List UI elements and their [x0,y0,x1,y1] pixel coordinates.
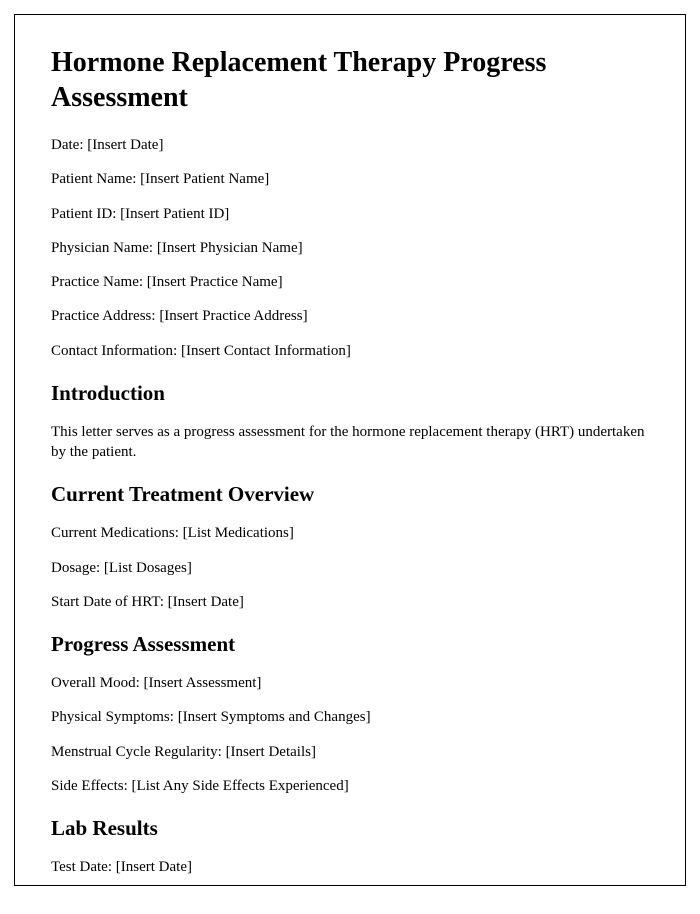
field-value: [Insert Physician Name] [157,240,303,256]
field-value: [Insert Date] [116,859,192,875]
field-practice-name: Practice Name: [Insert Practice Name] [51,272,649,292]
field-label: Side Effects [51,778,124,794]
section-heading-progress: Progress Assessment [51,632,649,657]
field-menstrual-cycle: Menstrual Cycle Regularity: [Insert Deta… [51,742,649,762]
field-physical-symptoms: Physical Symptoms: [Insert Symptoms and … [51,707,649,727]
field-label: Patient ID [51,206,112,222]
field-value: [List Medications] [183,525,294,541]
section-heading-treatment: Current Treatment Overview [51,482,649,507]
field-current-medications: Current Medications: [List Medications] [51,523,649,543]
field-label: Test Date [51,859,108,875]
field-value: [List Any Side Effects Experienced] [132,778,349,794]
field-patient-name: Patient Name: [Insert Patient Name] [51,169,649,189]
field-value: [Insert Symptoms and Changes] [178,709,371,725]
field-contact-info: Contact Information: [Insert Contact Inf… [51,341,649,361]
field-dosage: Dosage: [List Dosages] [51,558,649,578]
field-value: [Insert Details] [226,744,316,760]
introduction-body: This letter serves as a progress assessm… [51,422,649,463]
field-value: [Insert Assessment] [144,675,262,691]
field-label: Practice Name [51,274,139,290]
field-label: Overall Mood [51,675,136,691]
field-label: Contact Information [51,343,173,359]
field-practice-address: Practice Address: [Insert Practice Addre… [51,306,649,326]
field-label: Start Date of HRT [51,594,160,610]
field-test-date: Test Date: [Insert Date] [51,857,649,877]
field-label: Physician Name [51,240,149,256]
field-overall-mood: Overall Mood: [Insert Assessment] [51,673,649,693]
section-heading-lab: Lab Results [51,816,649,841]
field-patient-id: Patient ID: [Insert Patient ID] [51,204,649,224]
field-value: [Insert Contact Information] [181,343,351,359]
section-heading-introduction: Introduction [51,381,649,406]
field-value: [Insert Practice Address] [159,308,307,324]
field-label: Patient Name [51,171,132,187]
field-physician-name: Physician Name: [Insert Physician Name] [51,238,649,258]
document-page: Hormone Replacement Therapy Progress Ass… [14,14,686,886]
field-label: Practice Address [51,308,151,324]
field-label: Menstrual Cycle Regularity [51,744,218,760]
field-hrt-start-date: Start Date of HRT: [Insert Date] [51,592,649,612]
field-value: [List Dosages] [104,560,192,576]
field-label: Current Medications [51,525,175,541]
field-value: [Insert Date] [87,137,163,153]
document-title: Hormone Replacement Therapy Progress Ass… [51,45,649,115]
field-label: Date [51,137,79,153]
field-date: Date: [Insert Date] [51,135,649,155]
field-label: Dosage [51,560,96,576]
field-value: [Insert Patient Name] [140,171,269,187]
field-value: [Insert Practice Name] [147,274,283,290]
field-value: [Insert Patient ID] [120,206,229,222]
field-value: [Insert Date] [168,594,244,610]
field-side-effects: Side Effects: [List Any Side Effects Exp… [51,776,649,796]
field-label: Physical Symptoms [51,709,170,725]
